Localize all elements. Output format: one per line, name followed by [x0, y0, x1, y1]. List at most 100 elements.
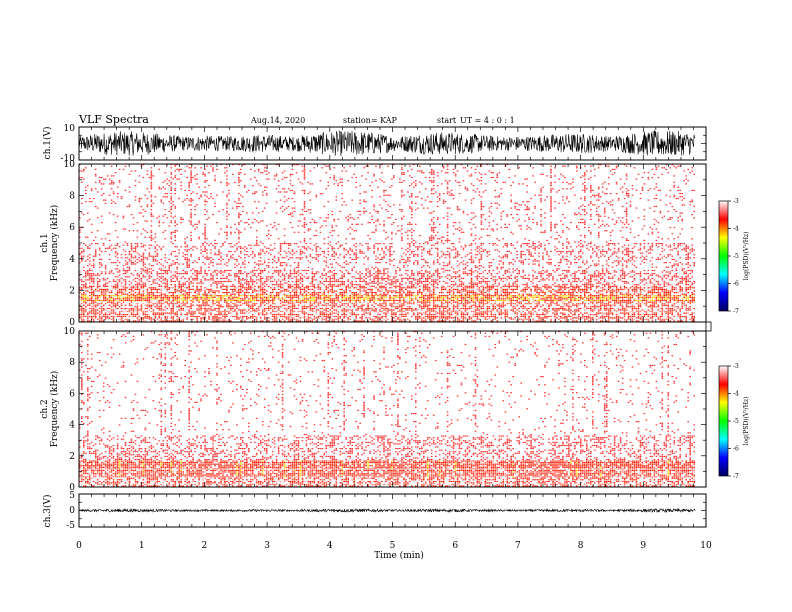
spectrogram-cell — [79, 314, 81, 316]
spectrogram-cell — [635, 288, 638, 290]
spectrogram-cell — [333, 290, 336, 292]
spectrogram-cell — [590, 293, 592, 295]
spectrogram-cell — [85, 271, 87, 273]
spectrogram-cell — [168, 298, 171, 300]
spectrogram-cell — [216, 307, 218, 309]
spectrogram-cell — [90, 292, 93, 294]
spectrogram-cell — [494, 295, 497, 297]
spectrogram-cell — [323, 298, 326, 300]
spectrogram-cell — [305, 296, 308, 298]
spectrogram-cell — [661, 287, 664, 289]
spectrogram-cell — [645, 298, 648, 300]
spectrogram-cell — [568, 295, 570, 297]
spectrogram-cell — [691, 320, 693, 322]
spectrogram-cell — [371, 295, 373, 297]
spectrogram-cell — [627, 296, 630, 298]
spectrogram-cell — [250, 287, 252, 289]
spectrogram-cell — [363, 299, 365, 302]
spectrogram-cell — [236, 304, 238, 306]
spectrogram-cell — [367, 312, 369, 314]
spectrogram-cell — [144, 269, 147, 272]
spectrogram-cell — [564, 295, 566, 297]
spectrogram-cell — [180, 314, 182, 316]
spectrogram-cell — [162, 299, 165, 302]
spectrogram-cell — [434, 306, 437, 308]
spectrogram-cell — [500, 306, 503, 308]
spectrogram-cell — [574, 317, 576, 319]
spectrogram-cell — [667, 317, 670, 319]
spectrogram-cell — [542, 292, 544, 294]
spectrogram-cell — [198, 296, 200, 298]
spectrogram-cell — [315, 320, 318, 322]
spectrogram-cell — [607, 307, 610, 309]
spectrogram-cell — [518, 296, 520, 298]
spectrogram-cell — [339, 285, 342, 287]
spectrogram-cell — [88, 320, 91, 322]
spectrogram-cell — [397, 295, 399, 297]
spectrogram-cell — [405, 296, 407, 298]
spectrogram-cell — [261, 309, 264, 311]
spectrogram-cell — [259, 279, 262, 281]
spectrogram-cell — [315, 312, 318, 314]
spectrogram-cell — [104, 293, 107, 295]
spectrogram-cell — [552, 309, 554, 311]
spectrogram-cell — [468, 293, 471, 295]
spectrogram-cell — [542, 304, 544, 306]
spectrogram-cell — [599, 299, 602, 302]
spectrogram-cell — [114, 280, 117, 283]
spectrogram-cell — [522, 296, 524, 298]
spectrogram-cell — [615, 290, 618, 292]
spectrogram-cell — [178, 287, 180, 289]
spectrogram-cell — [373, 292, 375, 294]
spectrogram-cell — [387, 309, 389, 311]
spectrogram-cell — [192, 298, 194, 300]
spectrogram-cell — [568, 314, 570, 316]
spectrogram-cell — [590, 314, 592, 316]
spectrogram-cell — [605, 320, 608, 322]
spectrogram-cell — [303, 315, 306, 317]
spectrogram-cell — [174, 284, 176, 286]
spectrogram-cell — [601, 317, 604, 319]
spectrogram-cell — [458, 299, 461, 302]
spectrogram-cell — [226, 287, 228, 289]
spectrogram-cell — [279, 301, 282, 303]
spectrogram-cell — [564, 307, 566, 309]
spectrogram-cell — [423, 287, 425, 289]
spectrogram-cell — [407, 293, 409, 295]
spectrogram-cell — [426, 285, 429, 287]
spectrogram-cell — [512, 296, 514, 298]
spectrogram-cell — [154, 314, 157, 316]
spectrogram-cell — [454, 312, 457, 314]
spectrogram-cell — [590, 317, 592, 319]
spectrogram-cell — [257, 312, 260, 314]
spectrogram-cell — [295, 295, 298, 297]
spectrogram-cell — [679, 309, 681, 311]
spectrogram-cell — [430, 320, 433, 322]
spectrogram-cell — [170, 279, 173, 281]
spectrogram-cell — [232, 290, 234, 292]
spectrogram-cell — [319, 287, 322, 289]
spectrogram-cell — [355, 301, 357, 303]
spectrogram-cell — [168, 269, 171, 272]
spectrogram-cell — [605, 307, 608, 309]
spectrogram-cell — [277, 293, 280, 295]
spectrogram-cell — [261, 298, 264, 300]
spectrogram-cell — [263, 298, 266, 300]
spectrogram-cell — [456, 320, 459, 322]
spectrogram-cell — [554, 320, 556, 322]
spectrogram-cell — [273, 298, 276, 300]
spectrogram-cell — [232, 299, 234, 302]
spectrogram-cell — [442, 307, 445, 309]
spectrogram-cell — [393, 317, 395, 319]
spectrogram-cell — [303, 306, 306, 308]
spectrogram-cell — [486, 296, 489, 298]
spectrogram-cell — [365, 312, 367, 314]
spectrogram-cell — [313, 298, 316, 300]
spectrogram-cell — [265, 284, 268, 286]
spectrogram-cell — [192, 315, 194, 317]
spectrogram-cell — [671, 312, 674, 314]
spectrogram-cell — [468, 317, 471, 319]
spectrogram-cell — [524, 296, 526, 298]
spectrogram-cell — [460, 317, 463, 319]
spectrogram-cell — [321, 320, 324, 322]
